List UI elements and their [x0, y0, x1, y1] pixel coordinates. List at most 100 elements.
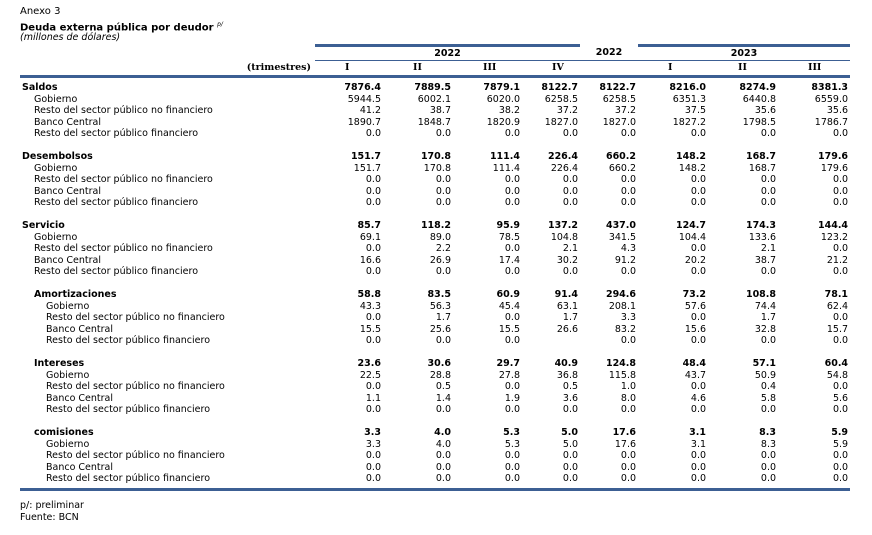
header-row: 2022 2022 2023	[20, 44, 851, 61]
cell-value: 5.0	[562, 438, 579, 450]
cell-value: 0.0	[504, 381, 520, 392]
cell-value: 38.7	[429, 105, 451, 116]
cell-value: 0.0	[383, 473, 453, 491]
cell-value: 7876.4	[344, 82, 381, 93]
cell-value: 0.0	[690, 243, 707, 254]
cell-value: 0.0	[708, 473, 779, 491]
item-row: Resto del sector público financiero 0.0 0.…	[20, 335, 850, 347]
cell-value: 0.0	[690, 461, 707, 473]
row-label: Resto del sector público financiero	[34, 128, 199, 139]
row-label: Banco Central	[46, 461, 114, 473]
item-row: Resto del sector público no financiero 0.…	[20, 450, 850, 462]
cell-value: 0.0	[760, 335, 777, 346]
cell-value: 22.5	[359, 369, 381, 381]
row-label: Gobierno	[34, 162, 78, 174]
cell-value: 0.0	[315, 473, 383, 491]
cell-value: 0.0	[365, 404, 381, 415]
cell-value: 36.8	[556, 369, 579, 381]
cell-value: 0.0	[562, 185, 579, 197]
cell-value: 0.5	[435, 381, 451, 392]
item-row: Banco Central 16.6 26.9 17.4 30.2 91.2 20.2 38.…	[20, 255, 850, 267]
cell-value: 0.0	[435, 450, 451, 461]
cell-value: 124.8	[605, 358, 637, 369]
cell-value: 23.6	[357, 358, 381, 369]
cell-value: 0.0	[690, 404, 707, 415]
year-header: 2023	[638, 44, 851, 61]
group-row: Desembolsos 151.7 170.8 111.4 226.4 660.2 148.…	[20, 151, 850, 163]
period-header: IV	[522, 60, 581, 78]
cell-value: 4.3	[620, 243, 637, 254]
cell-value: 148.2	[678, 162, 707, 174]
cell-value: 54.8	[826, 369, 849, 381]
cell-value: 0.0	[760, 174, 777, 185]
cell-value: 0.0	[690, 174, 707, 185]
annex-label: Anexo 3	[20, 6, 61, 17]
cell-value: 8122.7	[599, 82, 637, 93]
period-label: (trimestres)	[20, 60, 315, 78]
cell-value: 0.0	[365, 266, 381, 277]
item-row: Banco Central 15.5 25.6 15.5 26.6 83.2 15.6 32.…	[20, 324, 850, 336]
row-label: Resto del sector público financiero	[46, 335, 211, 346]
cell-value: 0.0	[760, 461, 777, 473]
cell-value: 16.6	[359, 254, 381, 266]
period-row: (trimestres) I II III IV I II III	[20, 60, 851, 78]
cell-value: 6351.3	[672, 93, 707, 105]
cell-value: 170.8	[420, 151, 451, 162]
cell-value: 3.1	[690, 438, 707, 450]
item-row: Resto del sector público financiero 0.0 0.…	[20, 197, 850, 209]
cell-value: 3.6	[562, 392, 579, 404]
spacer-row	[20, 140, 850, 152]
cell-value: 0.0	[365, 185, 381, 197]
cell-value: 0.0	[365, 243, 381, 254]
cell-value: 148.2	[675, 151, 707, 162]
row-label: Resto del sector público no financiero	[46, 381, 225, 392]
cell-value: 0.0	[504, 404, 520, 415]
cell-value: 32.8	[754, 323, 777, 335]
cell-value: 168.7	[745, 151, 777, 162]
cell-value: 170.8	[423, 162, 451, 174]
cell-value: 0.0	[365, 450, 381, 461]
cell-value: 437.0	[605, 220, 637, 231]
cell-value: 151.7	[353, 162, 381, 174]
cell-value: 0.0	[365, 335, 381, 346]
item-row: Resto del sector público no financiero 0.…	[20, 312, 850, 324]
cell-value: 8216.0	[669, 82, 707, 93]
cell-value: 50.9	[754, 369, 777, 381]
blank-header	[20, 46, 315, 61]
footnote: p/: preliminar	[20, 500, 84, 511]
cell-value: 0.0	[504, 312, 520, 323]
cell-value: 0.0	[562, 197, 579, 208]
cell-value: 0.0	[365, 312, 381, 323]
cell-value: 0.0	[760, 197, 777, 208]
table-body: Saldos 7876.4 7889.5 7879.1 8122.7 8122.7 8216…	[20, 77, 851, 491]
cell-value: 60.9	[496, 289, 520, 300]
empty-cell	[522, 335, 580, 347]
cell-value: 95.9	[496, 220, 520, 231]
item-row: Banco Central 1.1 1.4 1.9 3.6 8.0 4.6 5.8 5.6	[20, 393, 850, 405]
cell-value: 0.0	[620, 461, 637, 473]
period-header: III	[453, 60, 522, 78]
cell-value: 56.3	[429, 300, 451, 312]
cell-value: 74.4	[754, 300, 777, 312]
spacer-row	[20, 347, 850, 359]
spacer-row	[20, 278, 850, 290]
cell-value: 124.7	[675, 220, 707, 231]
group-row: Intereses 23.6 30.6 29.7 40.9 124.8 48.4 57.1 60…	[20, 358, 850, 370]
cell-value: 0.0	[760, 450, 777, 461]
cell-value: 1.0	[620, 381, 637, 392]
cell-value: 137.2	[547, 220, 579, 231]
cell-value: 0.0	[562, 174, 579, 185]
cell-value: 0.0	[504, 266, 520, 277]
cell-value: 0.0	[760, 404, 777, 415]
cell-value: 45.4	[498, 300, 520, 312]
cell-value: 660.2	[605, 151, 637, 162]
cell-value: 0.0	[760, 185, 777, 197]
title: Deuda externa pública por deudor p/	[20, 19, 223, 34]
cell-value: 7879.1	[483, 82, 520, 93]
group-row: comisiones 3.3 4.0 5.3 5.0 17.6 3.1 8.3 5.9	[20, 427, 850, 439]
cell-value: 15.7	[826, 323, 849, 335]
cell-value: 174.3	[745, 220, 777, 231]
cell-value: 40.9	[554, 358, 579, 369]
cell-value: 0.0	[832, 243, 849, 254]
cell-value: 1820.9	[486, 116, 520, 128]
